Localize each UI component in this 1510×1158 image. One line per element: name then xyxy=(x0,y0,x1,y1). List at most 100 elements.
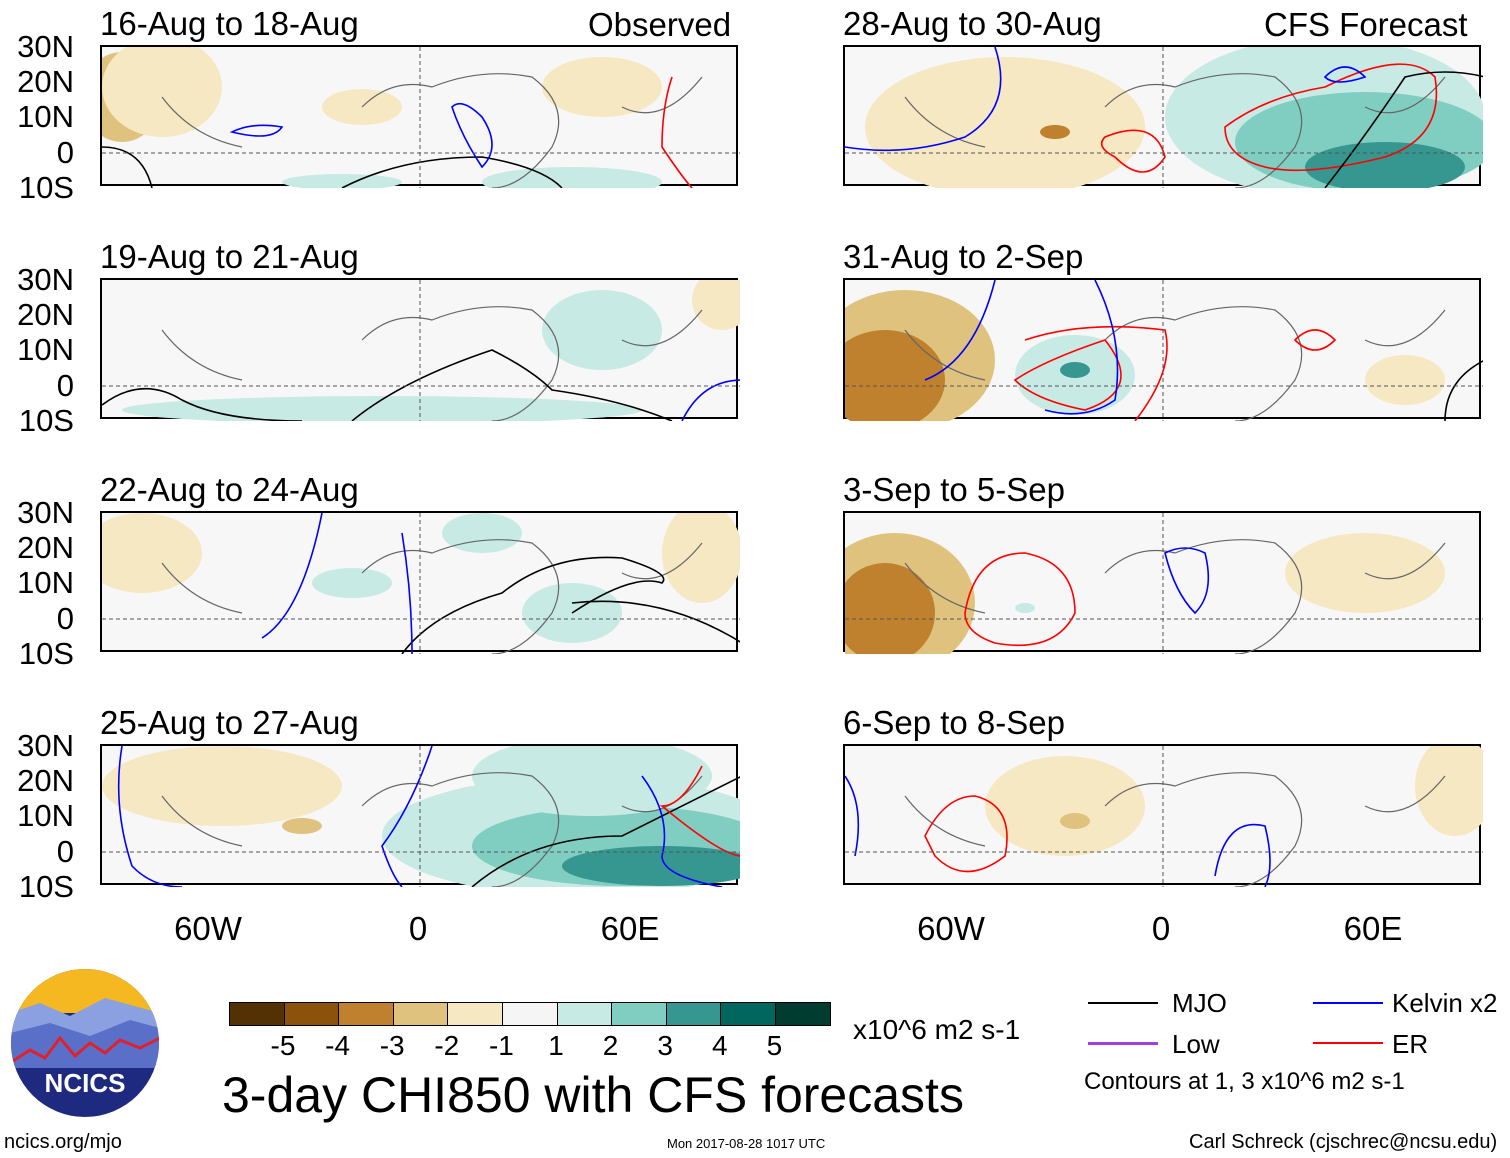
colorbar-tick-label: 3 xyxy=(657,1030,673,1061)
anomaly-region xyxy=(692,280,740,330)
panel-title: 16-Aug to 18-Aug xyxy=(100,5,359,42)
contours-note: Contours at 1, 3 x10^6 m2 s-1 xyxy=(1084,1068,1405,1095)
anomaly-region xyxy=(985,756,1145,856)
contour-line xyxy=(845,775,860,857)
lat-label: 30N xyxy=(17,262,74,297)
map-shading xyxy=(102,513,740,654)
colorbar-tick-label: -4 xyxy=(325,1030,351,1061)
colorbar-tick-label: 1 xyxy=(548,1030,564,1061)
colorbar-swatch xyxy=(502,1003,558,1025)
legend-low-line xyxy=(1088,1042,1158,1045)
map-panel xyxy=(100,511,740,654)
contour-line xyxy=(1013,339,1122,411)
panel-title: 28-Aug to 30-Aug xyxy=(843,5,1102,42)
contour-line xyxy=(681,379,740,421)
contour-line xyxy=(351,349,673,421)
coastline xyxy=(904,772,1446,887)
map-shading xyxy=(102,47,740,188)
anomaly-region xyxy=(282,818,322,834)
lat-label: 0 xyxy=(56,367,74,403)
colorbar-tick-label: 5 xyxy=(766,1030,783,1061)
observed-label: Observed xyxy=(588,6,732,43)
contour-line xyxy=(1324,71,1483,188)
coastline xyxy=(161,73,703,188)
contour-line xyxy=(102,146,153,188)
legend-er-line xyxy=(1313,1042,1383,1044)
map-panel xyxy=(100,278,740,421)
anomaly-region xyxy=(845,330,945,421)
lat-label: 10N xyxy=(17,332,74,368)
anomaly-region xyxy=(472,746,712,816)
lat-label: 10S xyxy=(18,635,74,671)
anomaly-region xyxy=(122,396,642,421)
legend-kelvin-label: Kelvin x2 xyxy=(1392,988,1498,1018)
anomaly-region xyxy=(1015,603,1035,613)
lat-label: 0 xyxy=(56,134,74,170)
colorbar-swatch xyxy=(448,1003,503,1025)
map-shading xyxy=(845,513,1483,654)
anomaly-region xyxy=(1060,813,1090,829)
contour-line xyxy=(1024,325,1168,421)
anomaly-region xyxy=(1040,125,1070,139)
map-shading xyxy=(845,746,1483,887)
lat-label: 30N xyxy=(17,29,74,64)
map-shading xyxy=(102,280,740,421)
colorbar-swatch xyxy=(339,1003,394,1025)
anomaly-region xyxy=(662,513,740,603)
contour-line xyxy=(1444,360,1483,421)
anomaly-region xyxy=(865,57,1145,188)
lat-label: 0 xyxy=(56,833,74,869)
lat-label: 10N xyxy=(17,99,74,135)
colorbar-swatch xyxy=(721,1003,776,1025)
anomaly-region xyxy=(102,746,342,826)
panel-title: 19-Aug to 21-Aug xyxy=(100,238,359,275)
lat-label: 10S xyxy=(18,868,74,904)
map-shading xyxy=(102,746,740,887)
map-panel xyxy=(843,511,1483,654)
panel-title: 25-Aug to 27-Aug xyxy=(100,704,359,741)
colorbar-swatch xyxy=(666,1003,722,1025)
contour-line xyxy=(924,280,996,381)
coastline xyxy=(904,539,1446,654)
coastline xyxy=(161,772,703,887)
anomaly-region xyxy=(845,563,935,654)
logo-text: NCICS xyxy=(45,1068,126,1098)
lat-label: 20N xyxy=(17,64,74,100)
colorbar xyxy=(229,1002,831,1026)
map-shading xyxy=(845,47,1483,188)
anomaly-region xyxy=(442,513,522,553)
contour-line xyxy=(102,387,303,421)
contour-line xyxy=(1214,823,1271,887)
colorbar-units: x10^6 m2 s-1 xyxy=(853,1014,1021,1045)
map-panel xyxy=(843,45,1483,188)
colorbar-swatch xyxy=(393,1003,449,1025)
colorbar-tick-label: -3 xyxy=(379,1030,405,1061)
lon-label: 0 xyxy=(408,910,428,947)
colorbar-tick-label: 4 xyxy=(712,1030,728,1061)
colorbar-tick-label: -2 xyxy=(434,1030,460,1061)
panel-title: 22-Aug to 24-Aug xyxy=(100,471,359,508)
lat-label: 10S xyxy=(18,402,74,438)
anomaly-region xyxy=(1060,362,1090,378)
lat-label: 10N xyxy=(17,798,74,834)
map-panel xyxy=(100,45,740,188)
contour-line xyxy=(661,76,693,188)
anomaly-region xyxy=(102,513,202,593)
contour-line xyxy=(401,556,665,654)
contour-line xyxy=(451,102,493,169)
lon-label: 0 xyxy=(1151,910,1171,947)
colorbar-tick-label: 2 xyxy=(602,1030,619,1061)
contour-line xyxy=(1100,129,1166,173)
contour-line xyxy=(1044,280,1119,415)
site-link[interactable]: ncics.org/mjo xyxy=(4,1131,122,1153)
author: Carl Schreck (cjschrec@ncsu.edu) xyxy=(1189,1131,1498,1153)
anomaly-region xyxy=(102,47,222,137)
contour-line xyxy=(964,552,1076,647)
contour-line xyxy=(229,124,284,137)
colorbar-swatch xyxy=(284,1003,340,1025)
colorbar-swatch xyxy=(230,1003,285,1025)
contour-line xyxy=(845,47,1002,152)
lat-label: 30N xyxy=(17,495,74,530)
coastline xyxy=(161,306,703,421)
